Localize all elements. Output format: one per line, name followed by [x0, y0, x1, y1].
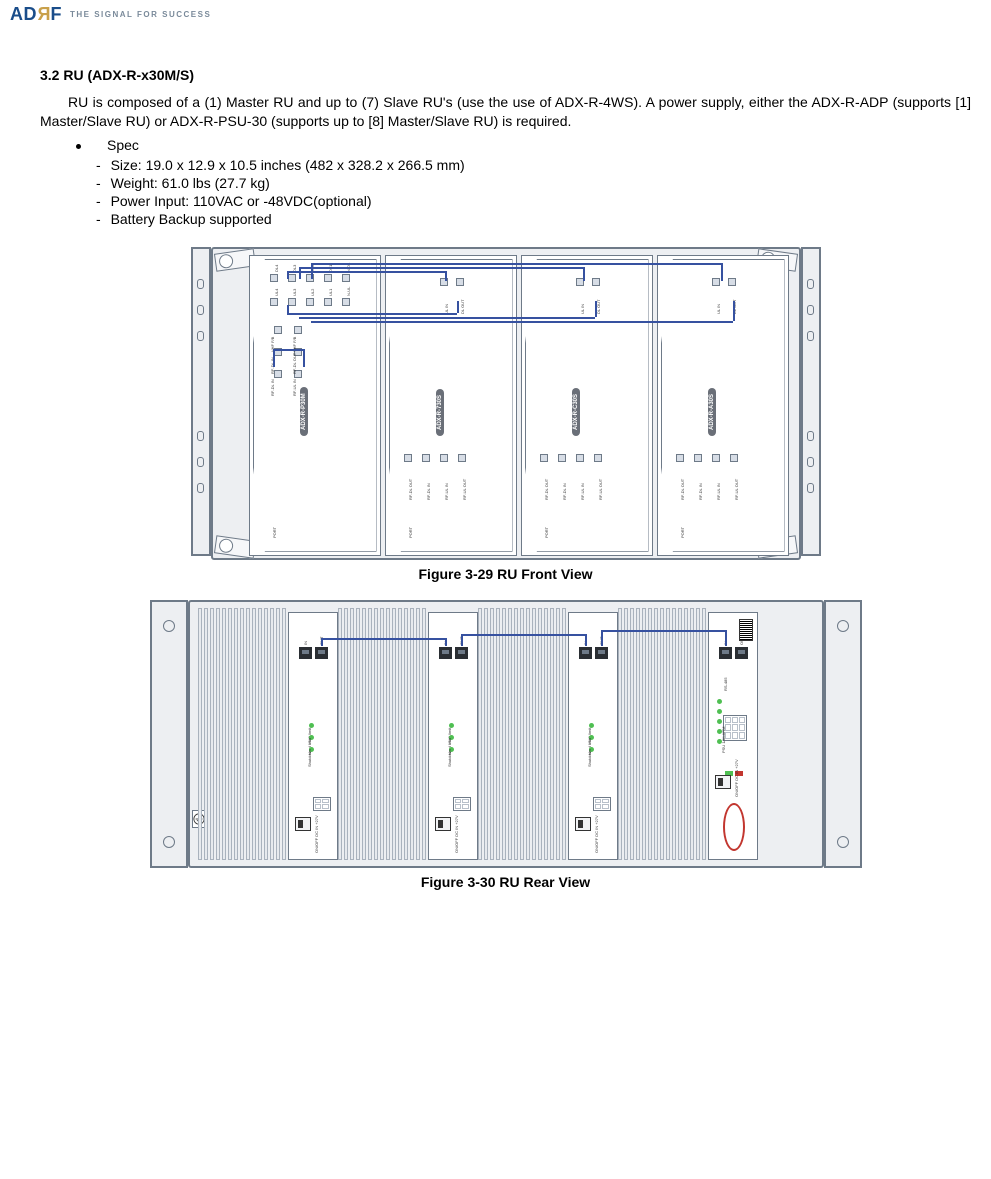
figure-front-caption: Figure 3-29 RU Front View [40, 566, 971, 582]
caution-plate [723, 803, 745, 851]
rack-ear-left [150, 600, 188, 868]
ru-module: ADX-R-P30MDL4DL3DL2DL1N-DLUL4UL3UL2UL1N-… [249, 255, 381, 556]
tagline: THE SIGNAL FOR SUCCESS [70, 10, 211, 19]
logo-r: R [37, 4, 51, 25]
spec-item: Power Input: 110VAC or -48VDC(optional) [110, 193, 971, 209]
rj45-port [439, 647, 452, 659]
power-connector [593, 797, 611, 811]
logo: AD R F [10, 4, 62, 25]
bullet-icon [76, 144, 81, 149]
module-label: ADX-R-730S [436, 389, 444, 436]
rear-panel-slave: INOUTSoft limitHard limitShutdownON/OFF … [288, 612, 338, 860]
figure-rear: INOUTSoft limitHard limitShutdownON/OFF … [40, 600, 971, 868]
front-chassis: ADX-R-P30MDL4DL3DL2DL1N-DLUL4UL3UL2UL1N-… [211, 247, 801, 560]
heatsink [618, 608, 708, 860]
spec-item: Weight: 61.0 lbs (27.7 kg) [110, 175, 971, 191]
logo-f: F [51, 4, 63, 25]
section-title: 3.2 RU (ADX-R-x30M/S) [40, 67, 971, 83]
power-connector [313, 797, 331, 811]
rack-ear-right [801, 247, 821, 556]
figure-front: ADX-R-P30MDL4DL3DL2DL1N-DLUL4UL3UL2UL1N-… [40, 247, 971, 560]
rj45-port [579, 647, 592, 659]
rear-panel-slave: INOUTSoft limitHard limitShutdownON/OFF … [568, 612, 618, 860]
power-switch[interactable] [295, 817, 311, 831]
rj45-port [735, 647, 748, 659]
rj45-port [315, 647, 328, 659]
heatsink [338, 608, 428, 860]
ru-module: ADX-R-C30SUL INDL OUTRF-DL OUTRF-DL INRF… [521, 255, 653, 556]
spec-list: Size: 19.0 x 12.9 x 10.5 inches (482 x 3… [110, 157, 971, 227]
rj45-port [595, 647, 608, 659]
ru-module: ADX-R-A30SUL INDL OUTRF-DL OUTRF-DL INRF… [657, 255, 789, 556]
spec-item: Battery Backup supported [110, 211, 971, 227]
spec-heading: Spec [76, 137, 971, 153]
rj45-port [455, 647, 468, 659]
spec-heading-text: Spec [107, 137, 139, 153]
page-header: AD R F THE SIGNAL FOR SUCCESS [0, 0, 991, 27]
logo-prefix: AD [10, 4, 37, 25]
module-label: ADX-R-A30S [708, 388, 716, 436]
rear-panel-master: INOUTRS-485PSU 1/ALARMON/OFF DC IN +27V [708, 612, 758, 860]
barcode-icon [739, 619, 753, 641]
heatsink [198, 608, 288, 860]
module-label: ADX-R-C30S [572, 388, 580, 436]
power-switch[interactable] [715, 775, 731, 789]
power-connector [453, 797, 471, 811]
power-switch[interactable] [435, 817, 451, 831]
spec-item: Size: 19.0 x 12.9 x 10.5 inches (482 x 3… [110, 157, 971, 173]
power-switch[interactable] [575, 817, 591, 831]
rj45-port [299, 647, 312, 659]
heatsink [478, 608, 568, 860]
section-paragraph: RU is composed of a (1) Master RU and up… [40, 93, 971, 131]
ru-module: ADX-R-730SUL INDL OUTRF-DL OUTRF-DL INRF… [385, 255, 517, 556]
rear-panel-slave: INOUTSoft limitHard limitShutdownON/OFF … [428, 612, 478, 860]
content: 3.2 RU (ADX-R-x30M/S) RU is composed of … [0, 27, 991, 918]
figure-rear-caption: Figure 3-30 RU Rear View [40, 874, 971, 890]
rear-chassis: INOUTSoft limitHard limitShutdownON/OFF … [188, 600, 824, 868]
module-label: ADX-R-P30M [300, 387, 308, 436]
rack-ear-left [191, 247, 211, 556]
rack-ear-right [824, 600, 862, 868]
rj45-port [719, 647, 732, 659]
